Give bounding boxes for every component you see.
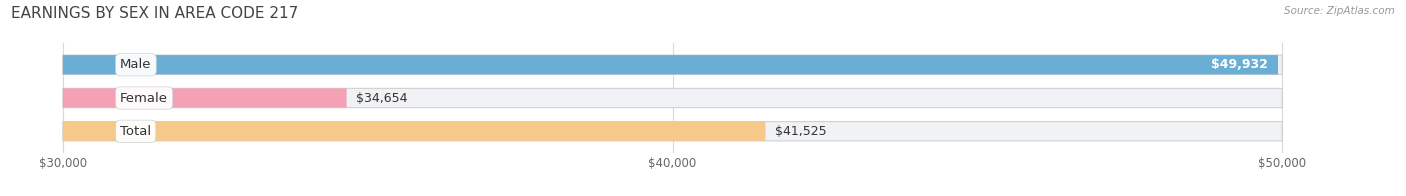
Text: Source: ZipAtlas.com: Source: ZipAtlas.com	[1284, 6, 1395, 16]
Text: $49,932: $49,932	[1212, 58, 1268, 71]
Text: $41,525: $41,525	[775, 125, 827, 138]
Text: Total: Total	[120, 125, 152, 138]
Text: Female: Female	[120, 92, 169, 104]
FancyBboxPatch shape	[63, 122, 1282, 141]
Text: EARNINGS BY SEX IN AREA CODE 217: EARNINGS BY SEX IN AREA CODE 217	[11, 6, 298, 21]
FancyBboxPatch shape	[63, 55, 1278, 74]
FancyBboxPatch shape	[63, 122, 765, 141]
FancyBboxPatch shape	[63, 88, 347, 108]
Text: $34,654: $34,654	[356, 92, 408, 104]
FancyBboxPatch shape	[63, 88, 1282, 108]
FancyBboxPatch shape	[63, 55, 1282, 74]
Text: Male: Male	[120, 58, 152, 71]
